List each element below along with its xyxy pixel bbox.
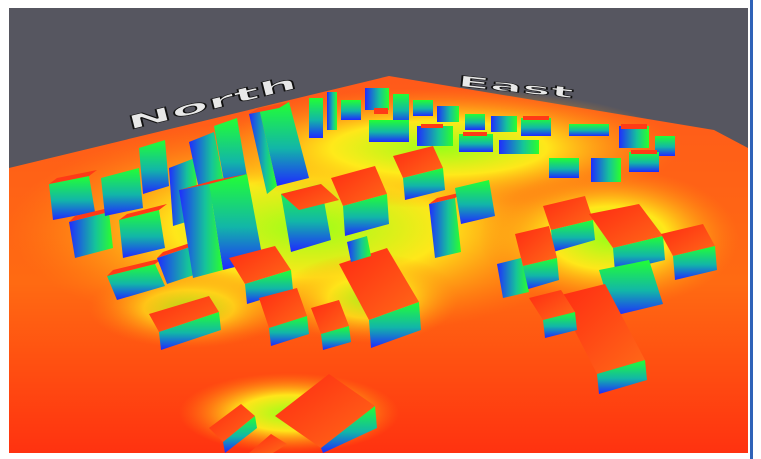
far-buildings — [309, 88, 675, 182]
right-buildings — [497, 196, 717, 394]
frame-border — [750, 0, 753, 459]
center-buildings — [149, 146, 495, 350]
tall-towers — [179, 102, 339, 278]
heatmap-city-scene: North East — [9, 70, 748, 453]
3d-viewport[interactable]: North East — [9, 8, 748, 453]
foreground-buildings — [209, 374, 377, 453]
left-buildings — [49, 140, 209, 300]
